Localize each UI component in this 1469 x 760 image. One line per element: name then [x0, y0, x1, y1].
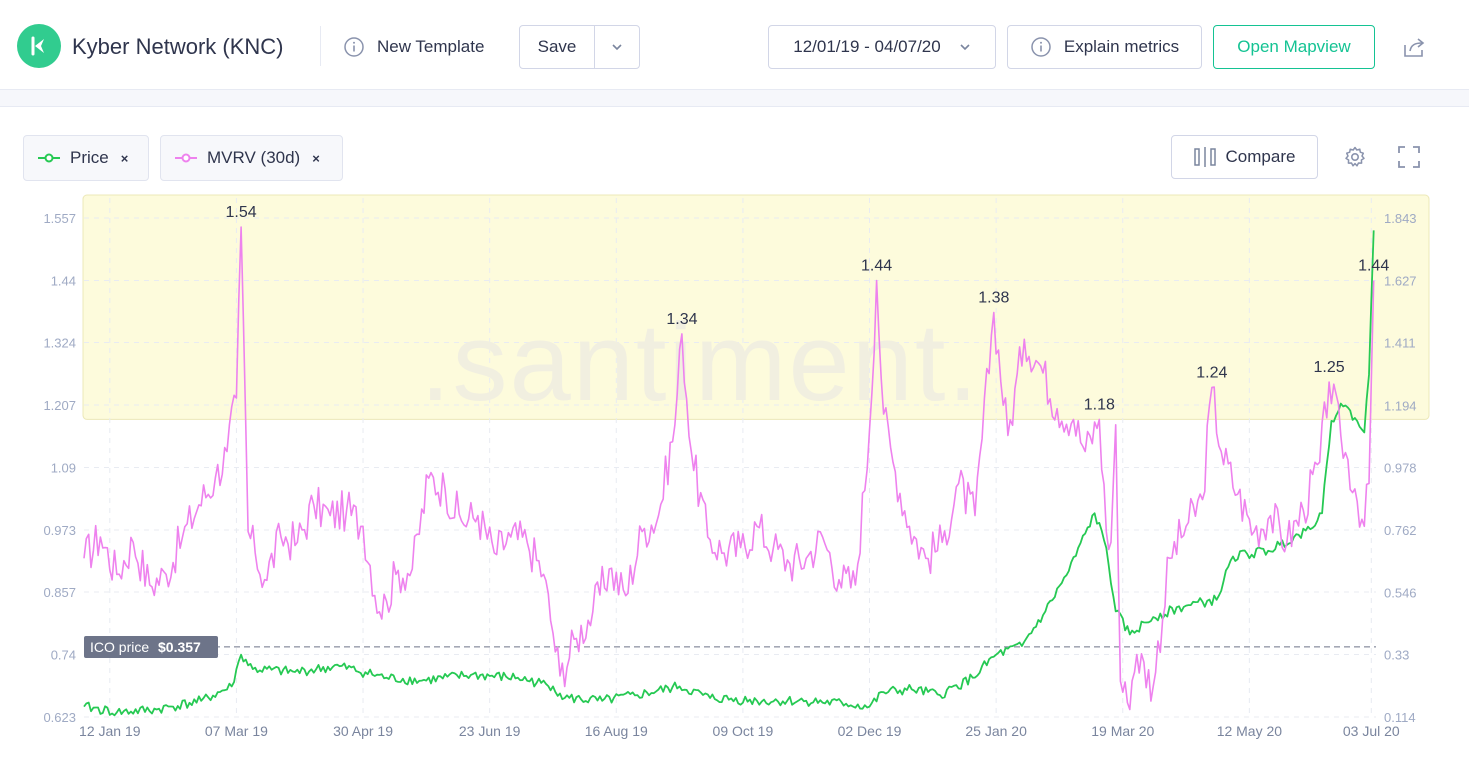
- peak-label: 1.54: [226, 204, 257, 221]
- template-label: New Template: [377, 37, 485, 56]
- peak-label: 1.18: [1084, 396, 1115, 413]
- left-axis-tick-label: 1.324: [43, 335, 76, 350]
- peak-label: 1.25: [1314, 359, 1345, 376]
- right-axis-tick-label: 0.978: [1384, 461, 1417, 476]
- x-axis-tick-label: 03 Jul 20: [1343, 723, 1400, 739]
- chevron-down-icon: [960, 44, 970, 51]
- metric-chip-mvrv-label: MVRV (30d): [207, 148, 301, 167]
- x-axis-tick-label: 30 Apr 19: [333, 723, 393, 739]
- page-title: Kyber Network (KNC): [72, 34, 284, 59]
- info-icon: [1031, 37, 1051, 57]
- right-axis-tick-label: 0.762: [1384, 523, 1417, 538]
- ico-price-label: ICO price $0.357: [84, 636, 218, 658]
- fullscreen-icon[interactable]: [1398, 146, 1420, 173]
- price-series-line[interactable]: [83, 230, 1375, 717]
- ico-price-label-text: ICO price: [90, 639, 149, 655]
- x-axis-tick-label: 23 Jun 19: [459, 723, 521, 739]
- left-axis-tick-label: 1.09: [51, 461, 76, 476]
- x-axis-tick-label: 07 Mar 19: [205, 723, 268, 739]
- peak-label: 1.34: [666, 311, 697, 328]
- right-axis-tick-label: 0.546: [1384, 585, 1417, 600]
- compare-columns-icon: [1193, 147, 1216, 167]
- santiment-watermark: .santiment.: [420, 301, 980, 424]
- left-axis-ticks: 1.557 1.44 1.324 1.207 1.09 0.973 0.857 0.74 0.6…: [43, 211, 76, 725]
- x-axis-tick-label: 25 Jan 20: [965, 723, 1027, 739]
- x-axis-tick-label: 02 Dec 19: [838, 723, 902, 739]
- peak-label: 1.44: [1358, 258, 1389, 275]
- mvrv-highlight-band: [82, 194, 1430, 420]
- open-mapview-button[interactable]: Open Mapview: [1213, 25, 1375, 69]
- compare-label: Compare: [1225, 147, 1296, 166]
- right-axis-tick-label: 1.843: [1384, 211, 1417, 226]
- header-separator-strip: [0, 90, 1469, 106]
- template-selector[interactable]: New Template: [343, 36, 484, 58]
- metric-chip-price-label: Price: [70, 148, 109, 167]
- x-axis-tick-label: 19 Mar 20: [1091, 723, 1154, 739]
- left-axis-tick-label: 0.857: [43, 585, 76, 600]
- chart-gridlines: [84, 198, 1376, 718]
- metric-chip-price[interactable]: Price ×: [23, 135, 149, 181]
- left-axis-tick-label: 1.207: [43, 398, 76, 413]
- save-options-chevron-down-icon[interactable]: [595, 43, 639, 51]
- right-axis-ticks: 1.843 1.627 1.411 1.194 0.978 0.762 0.546 0.33 0…: [1384, 211, 1417, 725]
- right-axis-tick-label: 0.114: [1384, 710, 1416, 725]
- compare-button[interactable]: Compare: [1171, 135, 1318, 179]
- remove-price-close-icon[interactable]: ×: [120, 150, 129, 166]
- info-icon: [344, 37, 364, 57]
- explain-metrics-label: Explain metrics: [1063, 37, 1180, 56]
- right-axis-tick-label: 1.411: [1384, 336, 1416, 351]
- top-bar: Kyber Network (KNC) New Template Save 12…: [0, 0, 1469, 90]
- date-range-picker[interactable]: 12/01/19 - 04/07/20: [768, 25, 996, 69]
- mvrv-series-marker-icon: [175, 153, 197, 163]
- save-button[interactable]: Save: [520, 26, 595, 68]
- svg-text:ICO price $0.357: ICO price $0.357: [90, 639, 201, 655]
- x-axis-tick-label: 16 Aug 19: [585, 723, 648, 739]
- ico-price-value: $0.357: [158, 639, 201, 655]
- x-axis-tick-label: 09 Oct 19: [713, 723, 774, 739]
- x-axis-tick-label: 12 Jan 19: [79, 723, 141, 739]
- mvrv-series-line[interactable]: [83, 226, 1375, 711]
- header-divider: [320, 26, 321, 66]
- share-icon[interactable]: [1402, 36, 1426, 63]
- kyber-logo-icon: [17, 24, 61, 68]
- left-axis-tick-label: 0.973: [43, 523, 76, 538]
- peak-label: 1.44: [861, 258, 892, 275]
- price-series-marker-icon: [38, 153, 60, 163]
- metric-chip-mvrv[interactable]: MVRV (30d) ×: [160, 135, 343, 181]
- right-axis-tick-label: 1.194: [1384, 398, 1417, 413]
- explain-metrics-button[interactable]: Explain metrics: [1007, 25, 1202, 69]
- left-axis-tick-label: 1.557: [43, 211, 76, 226]
- left-axis-tick-label: 1.44: [51, 274, 76, 289]
- peak-label: 1.24: [1196, 364, 1227, 381]
- x-axis-ticks: 12 Jan 19 07 Mar 19 30 Apr 19 23 Jun 19 16 A…: [79, 723, 1400, 739]
- x-axis-tick-label: 12 May 20: [1217, 723, 1283, 739]
- gear-icon[interactable]: [1344, 146, 1366, 173]
- left-axis-tick-label: 0.623: [43, 710, 76, 725]
- date-range-value: 12/01/19 - 04/07/20: [793, 37, 941, 56]
- right-axis-tick-label: 1.627: [1384, 273, 1417, 288]
- save-button-group: Save: [519, 25, 640, 69]
- right-axis-tick-label: 0.33: [1384, 648, 1409, 663]
- peak-labels: 1.54 1.34 1.44 1.38 1.18 1.24 1.25 1.44: [226, 204, 1390, 413]
- remove-mvrv-close-icon[interactable]: ×: [312, 150, 320, 166]
- peak-label: 1.38: [978, 290, 1009, 307]
- left-axis-tick-label: 0.74: [51, 647, 76, 662]
